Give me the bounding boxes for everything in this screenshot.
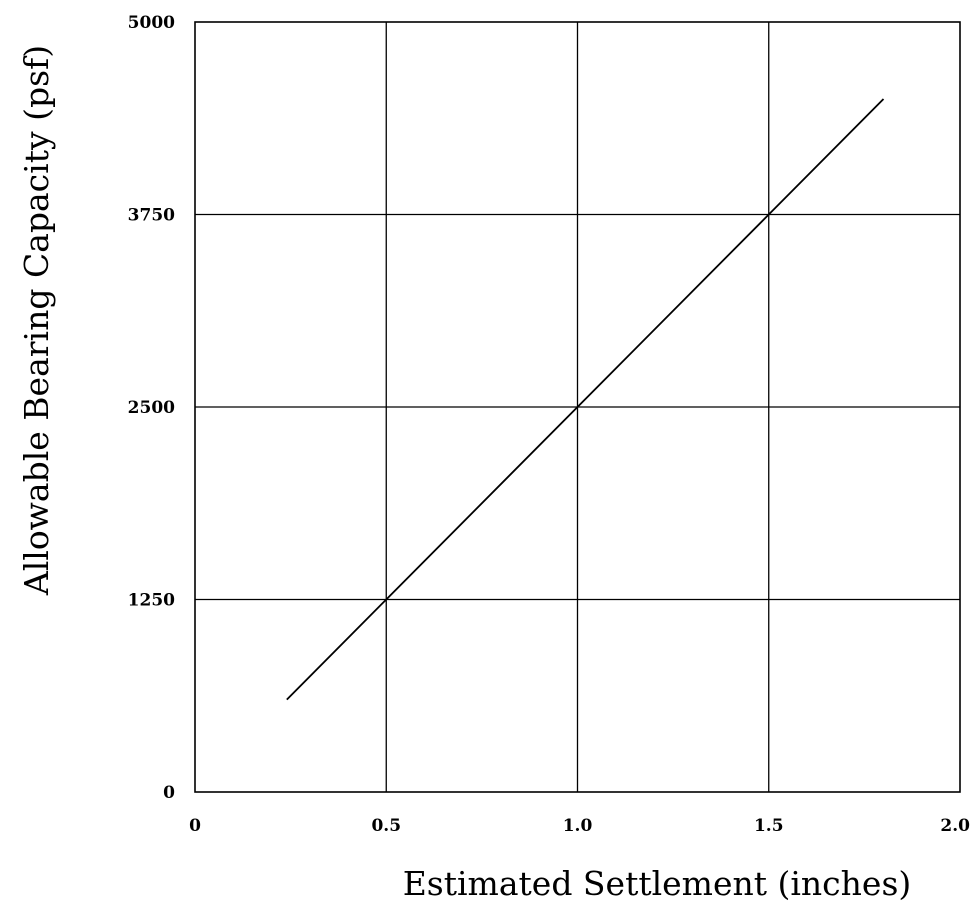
- y-axis-tick-labels: 0 1250 2500 3750 5000: [128, 13, 175, 803]
- y-tick-label: 5000: [128, 13, 175, 33]
- x-axis-tick-labels: 0 0.5 1.0 1.5 2.0: [189, 816, 970, 836]
- y-tick-label: 1250: [128, 591, 175, 611]
- x-tick-label: 0: [189, 816, 201, 836]
- y-tick-label: 3750: [128, 206, 175, 226]
- x-tick-label: 1.5: [754, 816, 784, 836]
- y-tick-label: 2500: [128, 398, 175, 418]
- data-series: [286, 98, 885, 701]
- plot-area-frame: [194, 21, 961, 793]
- y-axis-title: Allowable Bearing Capacity (psf): [17, 45, 56, 596]
- x-tick-label: 1.0: [563, 816, 593, 836]
- y-tick-label: 0: [163, 783, 175, 803]
- x-tick-label: 2.0: [940, 816, 970, 836]
- x-tick-label: 0.5: [371, 816, 401, 836]
- x-axis-title: Estimated Settlement (inches): [403, 864, 912, 903]
- series-line: [286, 98, 885, 701]
